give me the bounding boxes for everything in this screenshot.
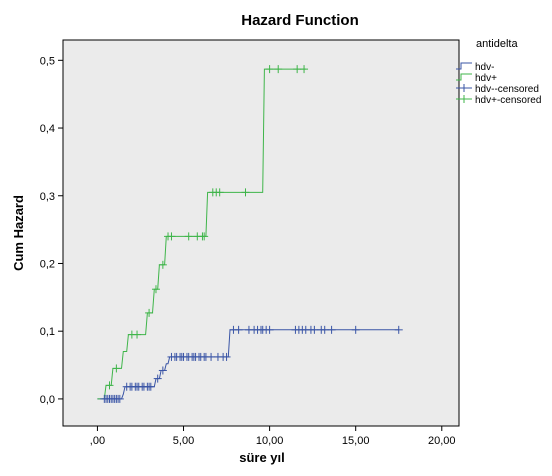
censor-mark [184,232,193,241]
legend-label: hdv+-censored [475,95,541,106]
censor-mark [215,188,224,197]
legend-item: hdv+ [456,73,497,84]
censor-mark [145,308,154,317]
censor-mark [394,325,403,334]
censor-mark [241,188,250,197]
y-tick-label: 0,4 [40,123,55,135]
x-tick-label: 5,00 [173,435,194,447]
legend-label: hdv+ [475,73,497,84]
censor-mark [327,325,336,334]
censor-mark [158,366,167,375]
legend-item: hdv- [456,62,494,73]
legend-label: hdv--censored [475,84,539,95]
legend-label: hdv- [475,62,494,73]
axis-ticks [58,59,443,431]
censor-mark [351,325,360,334]
x-tick-label: 20,00 [428,435,456,447]
y-tick-label: 0,5 [40,55,55,67]
legend-line-swatch [456,62,472,70]
y-tick-label: 0,1 [40,326,55,338]
censor-mark [167,232,176,241]
x-tick-label: 15,00 [342,435,370,447]
censor-mark [310,325,319,334]
censor-mark [153,374,162,383]
legend-item: hdv+-censored [456,95,541,106]
censor-mark [105,381,114,390]
censor-mark [112,364,121,373]
censor-mark [265,65,274,74]
censor-mark [158,260,167,269]
censor-mark [151,285,160,294]
x-tick-label: ,00 [90,435,105,447]
legend-line-swatch [456,73,472,81]
censor-mark [320,325,329,334]
censor-mark [146,382,155,391]
y-axis-label: Cum Hazard [11,195,26,271]
legend-title: antidelta [476,38,518,50]
tick-labels: ,00 5,00 10,00 15,00 20,00 0,0 0,1 0,2 0,3 0,4 0,5 [40,55,456,447]
censor-mark [274,65,283,74]
plot-area [62,39,460,427]
y-tick-label: 0,0 [40,394,55,406]
censor-mark [300,65,309,74]
legend-item: hdv--censored [456,84,539,95]
censored-markers [100,65,403,403]
censor-mark [115,394,124,403]
y-tick-label: 0,2 [40,258,55,270]
censor-mark [222,352,231,361]
censor-mark [293,65,302,74]
censor-mark [234,325,243,334]
y-tick-label: 0,3 [40,191,55,203]
censor-mark [200,232,209,241]
x-tick-label: 10,00 [256,435,284,447]
censor-mark [265,325,274,334]
x-axis-label: süre yıl [239,450,285,465]
censor-mark [133,330,142,339]
chart-title: Hazard Function [241,12,359,29]
legend: antidelta hdv-hdv+hdv--censoredhdv+-cens… [456,38,541,106]
censor-mark [207,352,216,361]
